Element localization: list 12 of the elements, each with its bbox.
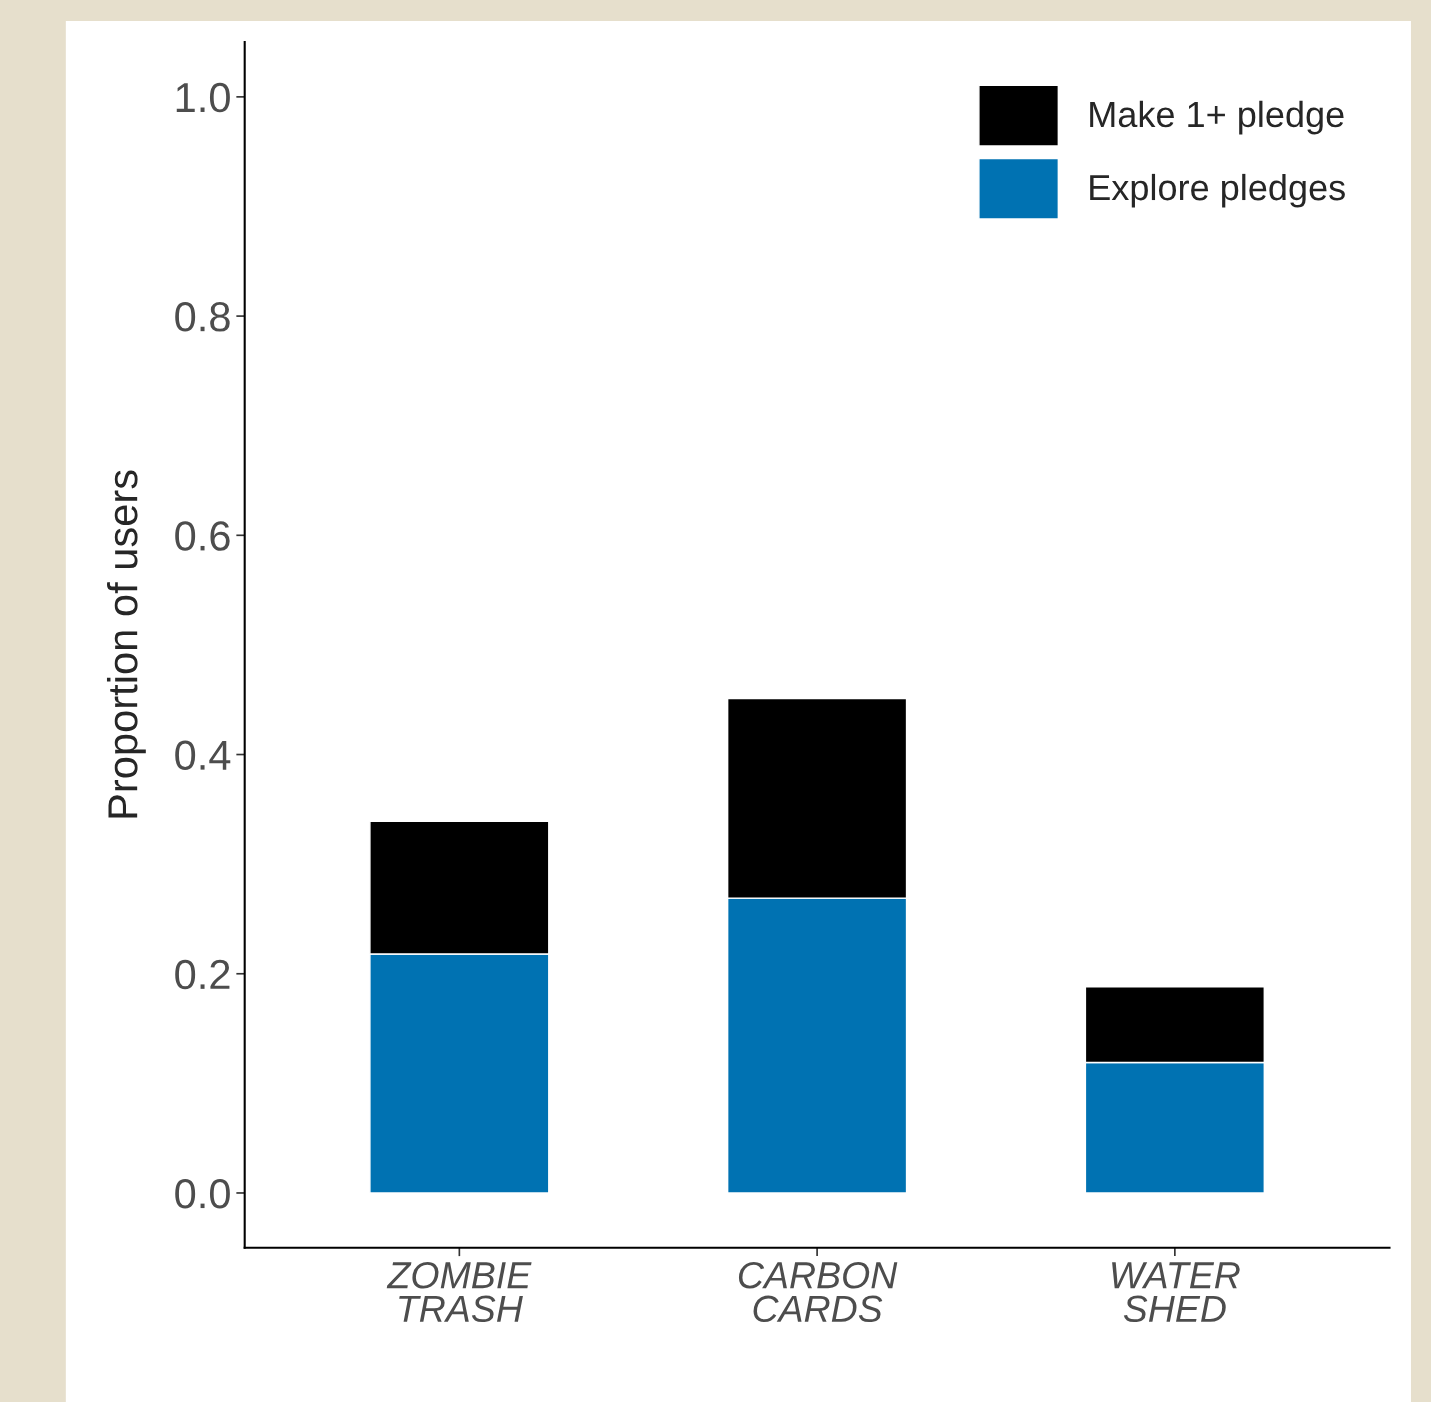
y-tick-label: 1.0 [176, 82, 230, 113]
y-tick-label: 0.2 [175, 959, 230, 990]
x-tick-label: CARBON CARDS [738, 1261, 898, 1323]
y-tick-label: 0.4 [175, 740, 231, 771]
legend-label: Make 1+ pledge [1090, 100, 1344, 135]
x-tick-label: ZOMBIE TRASH [386, 1261, 532, 1323]
legend-label: Explore pledges [1090, 173, 1345, 208]
y-tick-label: 0.0 [175, 1178, 230, 1209]
x-tick-label: WATER SHED [1112, 1262, 1240, 1323]
y-tick-label: 0.8 [175, 302, 230, 332]
y-tick-label: 0.6 [175, 521, 230, 551]
y-axis-title: Proportion of users [106, 470, 146, 818]
